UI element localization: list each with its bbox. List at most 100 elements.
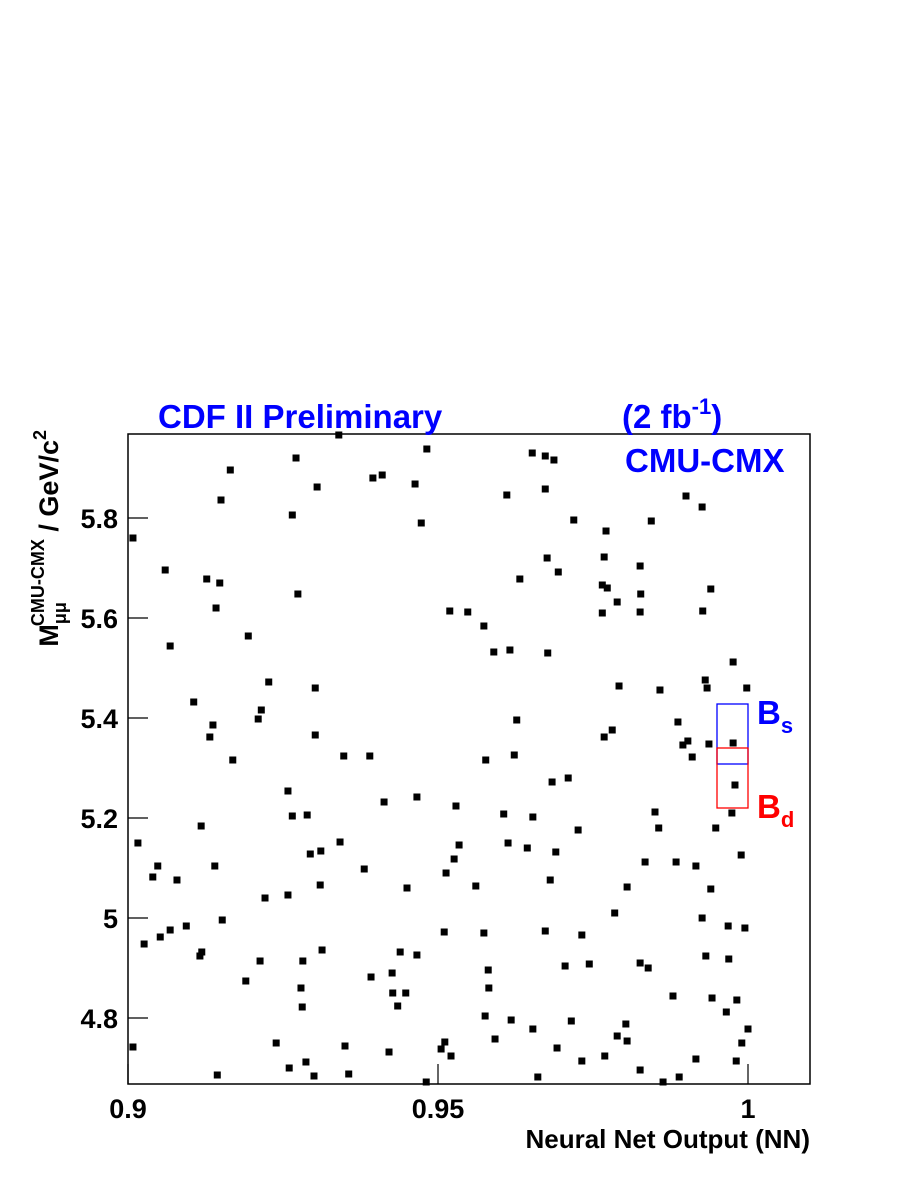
point xyxy=(196,952,204,960)
point xyxy=(311,731,319,739)
point xyxy=(166,926,174,934)
point xyxy=(541,485,549,493)
y-axis-label: MμμCMU-CMX / GeV/c2 xyxy=(28,430,70,647)
point xyxy=(564,774,572,782)
point xyxy=(578,931,586,939)
point xyxy=(703,684,711,692)
point xyxy=(698,914,706,922)
point xyxy=(567,1017,575,1025)
point xyxy=(437,1045,445,1053)
point xyxy=(285,1064,293,1072)
y-label-rest: / GeV/c xyxy=(34,440,64,539)
point xyxy=(129,1043,137,1051)
point xyxy=(701,676,709,684)
subtitle: CMU-CMX xyxy=(625,442,784,479)
point xyxy=(548,778,556,786)
point xyxy=(317,847,325,855)
point xyxy=(598,581,606,589)
point xyxy=(206,733,214,741)
point xyxy=(385,1048,393,1056)
point xyxy=(659,1078,667,1086)
point xyxy=(513,716,521,724)
point xyxy=(570,516,578,524)
point xyxy=(380,798,388,806)
point xyxy=(729,658,737,666)
point xyxy=(743,684,751,692)
point xyxy=(294,590,302,598)
point xyxy=(388,969,396,977)
point xyxy=(516,575,524,583)
point xyxy=(213,1071,221,1079)
point xyxy=(244,632,252,640)
point xyxy=(725,955,733,963)
point xyxy=(423,445,431,453)
point xyxy=(669,992,677,1000)
point xyxy=(422,1078,430,1086)
point xyxy=(705,740,713,748)
point xyxy=(149,873,157,881)
point xyxy=(507,1016,515,1024)
point xyxy=(229,756,237,764)
point xyxy=(218,916,226,924)
point xyxy=(731,781,739,789)
y-label-sup2: 2 xyxy=(30,430,50,440)
point xyxy=(552,848,560,856)
lumi-tail: ) xyxy=(711,398,722,435)
point xyxy=(360,865,368,873)
point xyxy=(316,881,324,889)
y-label-base: M xyxy=(34,624,64,647)
point xyxy=(504,839,512,847)
x-tick-label: 0.9 xyxy=(109,1094,147,1124)
point xyxy=(602,527,610,535)
y-tick-label: 5 xyxy=(103,904,118,934)
point xyxy=(411,480,419,488)
point xyxy=(529,813,537,821)
point xyxy=(699,607,707,615)
point xyxy=(529,1025,537,1033)
point xyxy=(698,503,706,511)
point xyxy=(702,952,710,960)
point xyxy=(261,894,269,902)
point xyxy=(311,684,319,692)
point xyxy=(534,1073,542,1081)
region-label-sub: s xyxy=(781,713,793,738)
point xyxy=(335,431,343,439)
point xyxy=(611,909,619,917)
point xyxy=(550,456,558,464)
point xyxy=(254,715,262,723)
point xyxy=(503,491,511,499)
point xyxy=(298,1003,306,1011)
lumi-sup: -1 xyxy=(692,394,712,419)
point xyxy=(707,885,715,893)
point xyxy=(528,449,536,457)
point xyxy=(724,922,732,930)
point xyxy=(647,517,655,525)
point xyxy=(366,752,374,760)
point xyxy=(161,566,169,574)
plot-frame xyxy=(127,433,811,1085)
point xyxy=(672,858,680,866)
point xyxy=(733,996,741,1004)
point xyxy=(482,756,490,764)
point xyxy=(679,741,687,749)
point xyxy=(310,1072,318,1080)
point xyxy=(712,824,720,832)
point xyxy=(284,787,292,795)
region-label-base: B xyxy=(757,788,781,825)
point xyxy=(209,721,217,729)
point xyxy=(722,1008,730,1016)
point xyxy=(242,977,250,985)
x-tick-label: 1 xyxy=(740,1094,755,1124)
point xyxy=(613,1032,621,1040)
region-label-base: B xyxy=(757,694,781,731)
point xyxy=(553,1044,561,1052)
point xyxy=(603,584,611,592)
point xyxy=(655,824,663,832)
point xyxy=(299,957,307,965)
point xyxy=(510,751,518,759)
y-label-sup: CMU-CMX xyxy=(28,539,48,626)
point xyxy=(644,964,652,972)
point xyxy=(500,810,508,818)
